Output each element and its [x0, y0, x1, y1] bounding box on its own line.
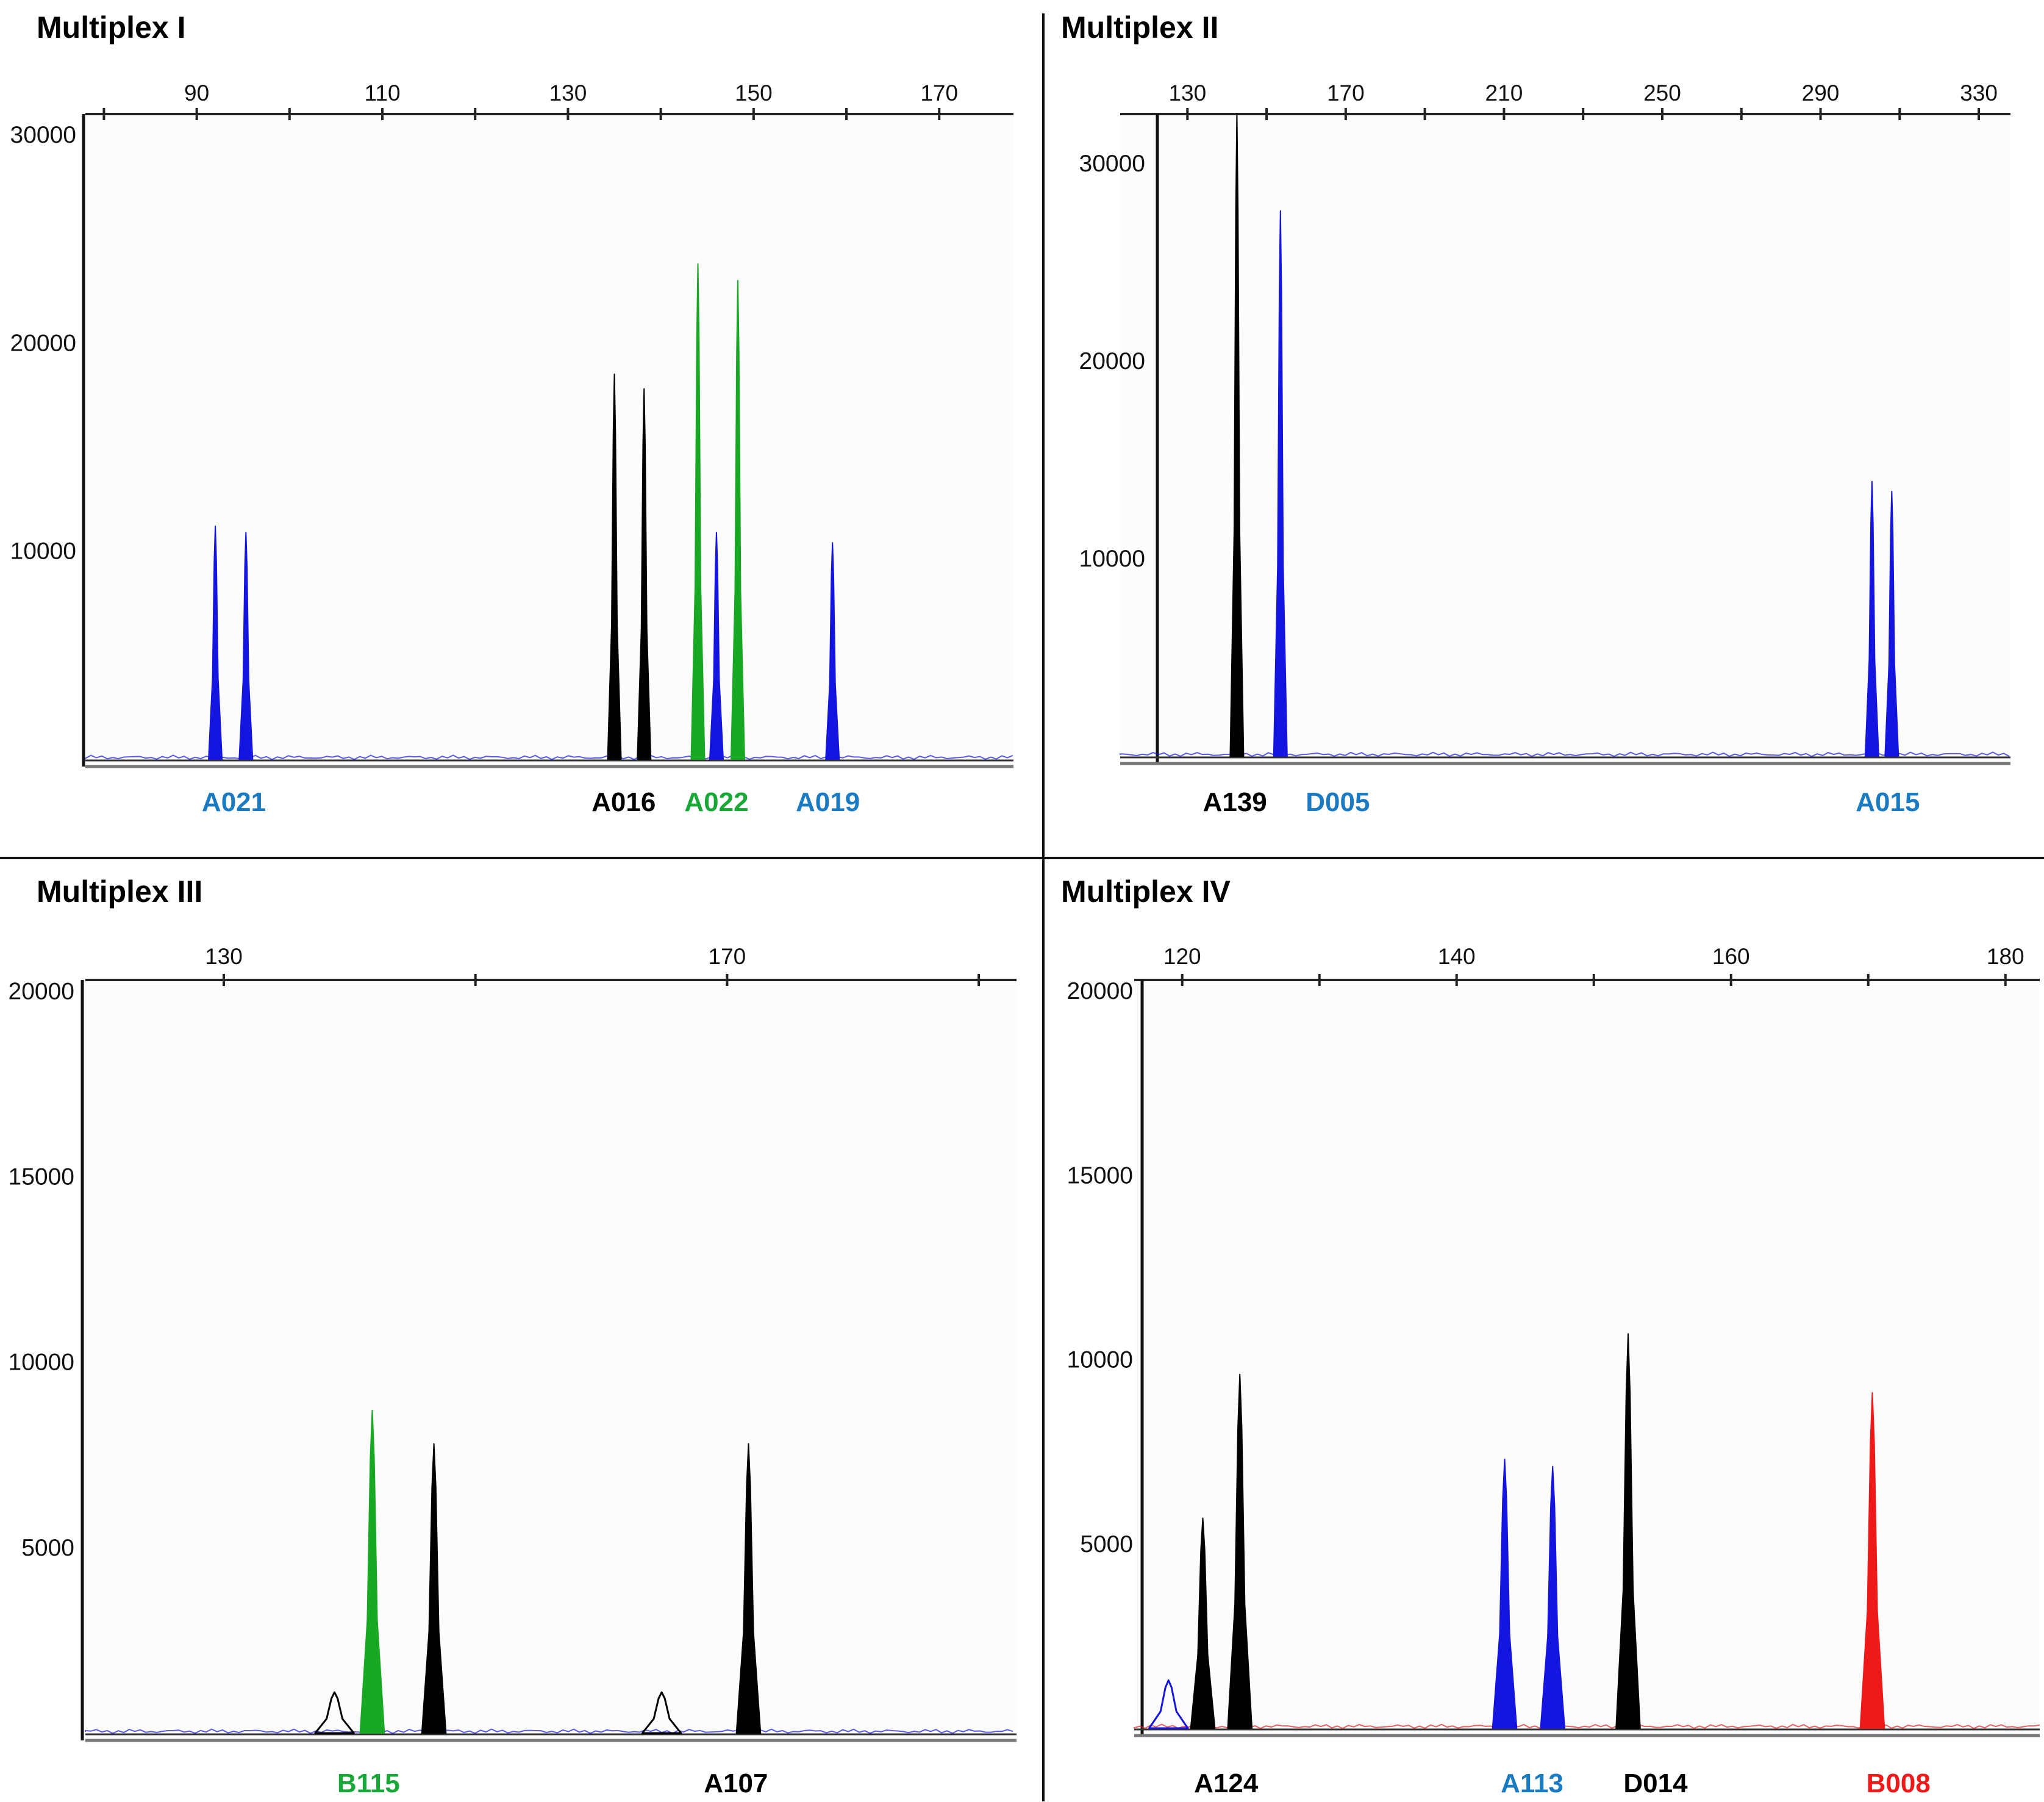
y-tick-label-30000: 30000: [10, 122, 76, 148]
y-tick-label-20000: 20000: [9, 978, 74, 1004]
x-tick-label-170: 170: [709, 944, 746, 969]
peak-blue-153.5: [1273, 210, 1288, 757]
x-tick-label-330: 330: [1960, 80, 1998, 105]
peak-blue-95.3: [238, 531, 254, 760]
panel-multiplex-iv: Multiplex IV 120 140 160 180 5000 10000 15000 20…: [1061, 874, 2040, 1798]
peak-blue-92: [208, 525, 223, 760]
peak-green-148.3: [730, 280, 745, 760]
peak-black-146.7: [421, 1443, 447, 1734]
y-tick-label-5000: 5000: [1080, 1531, 1133, 1557]
x-tick-label-130: 130: [205, 944, 243, 969]
panel-multiplex-i: Multiplex I 90 110 130 150 170 10000 20000 30000…: [10, 10, 1013, 817]
locus-label-a107: A107: [704, 1768, 768, 1798]
baseline-noise: [1134, 1723, 2040, 1729]
plot-area: [85, 114, 1013, 759]
locus-label-a113: A113: [1501, 1768, 1563, 1798]
locus-label-d005: D005: [1306, 787, 1370, 817]
baseline-noise: [85, 1728, 1013, 1734]
x-tick-label-130: 130: [1168, 80, 1206, 105]
y-tick-label-15000: 15000: [1067, 1162, 1133, 1189]
x-tick-label-90: 90: [184, 80, 209, 105]
x-tick-label-110: 110: [365, 80, 401, 105]
y-tick-label-20000: 20000: [1079, 348, 1145, 374]
y-tick-label-5000: 5000: [21, 1535, 74, 1561]
peak-black-121.5: [1190, 1517, 1216, 1729]
x-tick-label-130: 130: [549, 80, 587, 105]
peak-blue-147: [1540, 1465, 1566, 1729]
locus-label-a019: A019: [796, 787, 860, 817]
x-tick-label-170: 170: [920, 80, 958, 105]
peak-black-135: [607, 373, 622, 760]
y-tick-label-10000: 10000: [9, 1350, 74, 1376]
panel-multiplex-ii: Multiplex II 130 170 210 250 290 330 10000 20000…: [1061, 10, 2010, 817]
x-tick-label-250: 250: [1643, 80, 1681, 105]
peak-blue-146: [709, 531, 724, 760]
peak-black-outline-138.8: [314, 1691, 355, 1734]
locus-label-b008: B008: [1867, 1768, 1931, 1798]
peak-black-142.5: [1229, 113, 1245, 757]
peak-black-outline-164.8: [641, 1691, 682, 1734]
horizontal-divider: [0, 857, 2044, 859]
locus-label-b115: B115: [337, 1768, 400, 1798]
x-tick-label-170: 170: [1327, 80, 1365, 105]
baseline-noise: [85, 754, 1013, 760]
locus-label-a139: A139: [1203, 787, 1267, 817]
x-tick-label-140: 140: [1438, 944, 1476, 969]
x-tick-label-180: 180: [1987, 944, 2024, 969]
vertical-divider: [1042, 13, 1045, 1801]
peak-green-144: [690, 263, 706, 760]
peak-blue-303: [1864, 481, 1879, 757]
y-tick-label-10000: 10000: [1079, 546, 1145, 572]
plot-area: [1134, 980, 2040, 1728]
y-tick-label-20000: 20000: [1067, 978, 1133, 1004]
locus-label-a022: A022: [684, 787, 748, 817]
locus-label-a021: A021: [202, 787, 266, 817]
locus-label-a015: A015: [1856, 787, 1920, 817]
locus-label-a124: A124: [1194, 1768, 1259, 1798]
x-tick-label-210: 210: [1485, 80, 1523, 105]
peak-green-141.8: [359, 1409, 385, 1734]
x-tick-label-290: 290: [1802, 80, 1840, 105]
chart-title: Multiplex III: [37, 874, 202, 909]
peak-black-124.2: [1227, 1373, 1253, 1729]
peak-red-170.3: [1859, 1392, 1885, 1729]
panel-multiplex-iii: Multiplex III 130 170 5000 10000 15000 20000 B1…: [9, 874, 1017, 1798]
peak-blue-143.5: [1492, 1458, 1518, 1729]
baseline-noise: [1120, 751, 2010, 757]
plot-area: [1120, 114, 2010, 756]
y-tick-label-10000: 10000: [1067, 1347, 1133, 1373]
chart-title: Multiplex IV: [1061, 874, 1231, 909]
peak-blue-outline-119: [1148, 1679, 1189, 1729]
locus-label-d014: D014: [1623, 1768, 1688, 1798]
locus-label-a016: A016: [591, 787, 656, 817]
y-tick-label-20000: 20000: [10, 330, 76, 356]
chart-title: Multiplex II: [1061, 10, 1218, 45]
chart-title: Multiplex I: [37, 10, 185, 45]
peak-black-152.5: [1615, 1333, 1641, 1729]
y-tick-label-15000: 15000: [9, 1164, 74, 1190]
peak-black-138.2: [637, 388, 652, 760]
y-tick-label-30000: 30000: [1079, 151, 1145, 177]
x-tick-label-150: 150: [735, 80, 773, 105]
peak-blue-158.5: [825, 542, 840, 760]
peak-blue-308: [1884, 490, 1899, 757]
peak-black-171.7: [735, 1443, 762, 1734]
x-tick-label-160: 160: [1712, 944, 1750, 969]
y-tick-label-10000: 10000: [10, 538, 76, 565]
plot-area: [85, 980, 1017, 1733]
x-tick-label-120: 120: [1163, 944, 1201, 969]
